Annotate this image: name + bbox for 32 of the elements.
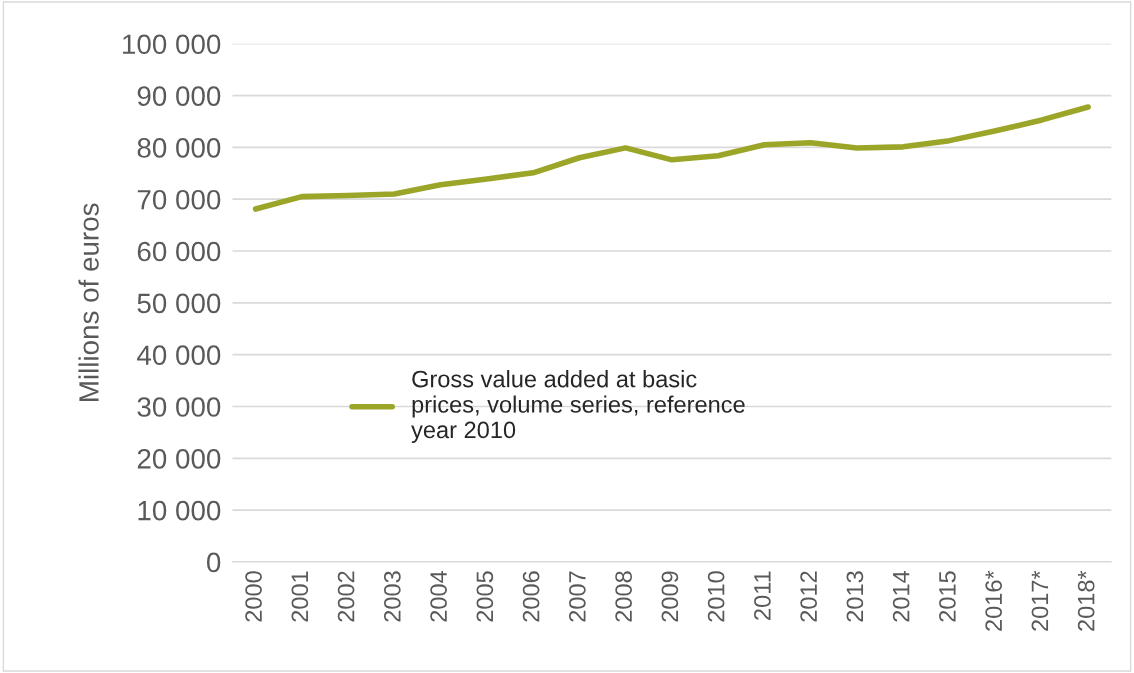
x-tick-label: 2012: [800, 571, 817, 622]
x-tick-label: 2001: [291, 571, 309, 622]
x-tick-label: 2006: [522, 571, 540, 622]
x-tick-label: 2016*: [985, 570, 1003, 631]
x-tick-label: 2007: [569, 571, 586, 622]
legend-label: Gross value added at basic prices, volume series, reference year 2010: [411, 370, 745, 443]
x-tick-label: 2005: [476, 571, 494, 622]
y-tick-label: 70 000: [137, 189, 221, 210]
x-tick-label: 2010: [707, 571, 725, 622]
x-tick-label: 2014: [892, 570, 910, 622]
y-axis-title: Millions of euros: [78, 203, 99, 401]
x-tick-label: 2011: [754, 571, 771, 620]
y-tick-label: 100 000: [123, 34, 221, 55]
x-tick-label: 2013: [846, 571, 864, 622]
x-tick-label: 2002: [337, 571, 355, 622]
y-tick-label: 50 000: [137, 293, 221, 314]
x-tick-label: 2017*: [1031, 570, 1049, 631]
y-tick-label: 60 000: [137, 241, 221, 262]
x-tick-label: 2004: [430, 570, 447, 622]
y-tick-label: 90 000: [137, 86, 221, 106]
y-tick-label: 0: [207, 552, 221, 573]
x-tick-label: 2008: [615, 571, 632, 622]
y-tick-label: 30 000: [137, 397, 221, 417]
x-tick-label: 2000: [245, 571, 262, 622]
y-tick-label: 20 000: [137, 448, 221, 469]
x-tick-label: 2009: [661, 571, 679, 622]
x-tick-label: 2015: [939, 571, 956, 622]
y-tick-label: 10 000: [138, 500, 221, 521]
x-tick-label: 2018*: [1077, 570, 1095, 631]
y-tick-label: 80 000: [137, 138, 221, 158]
y-tick-label: 40 000: [137, 345, 221, 366]
x-tick-label: 2003: [383, 571, 401, 622]
